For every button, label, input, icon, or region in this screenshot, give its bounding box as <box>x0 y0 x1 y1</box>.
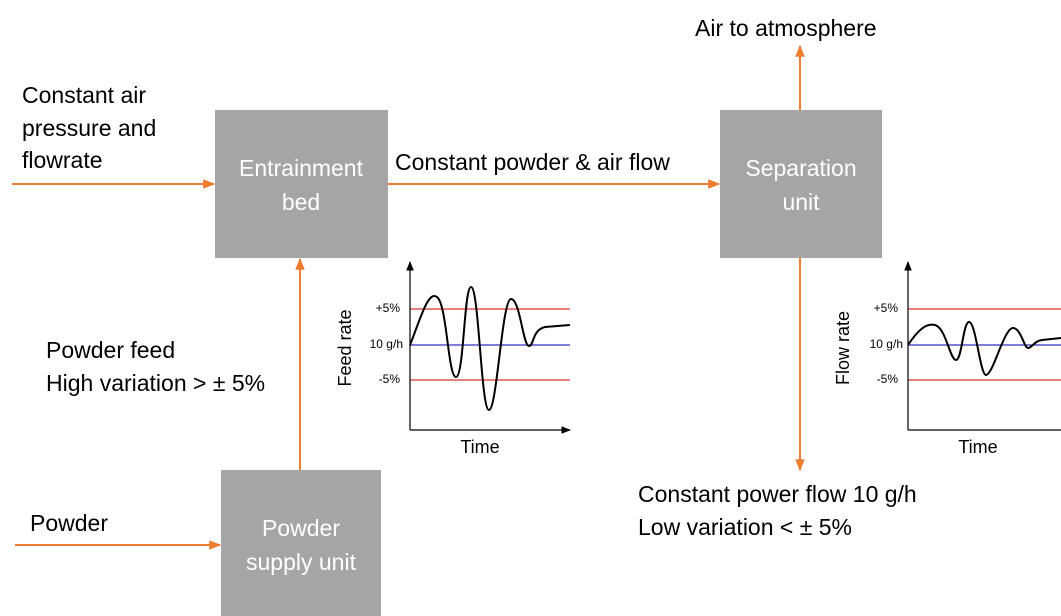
input-label: Constant air <box>22 82 146 108</box>
flow-label: Air to atmosphere <box>695 15 877 41</box>
tick-label: 10 g/h <box>870 337 903 351</box>
node-label: bed <box>282 189 320 215</box>
flow-label: Constant powder & air flow <box>395 149 670 175</box>
node-label: Separation <box>745 155 856 181</box>
tick-label: +5% <box>874 301 899 315</box>
feed-chart: +5% 10 g/h -5% Feed rate Time <box>335 261 571 457</box>
signal-curve <box>409 285 571 412</box>
input-label: pressure and <box>22 115 156 141</box>
node-label: unit <box>782 189 820 215</box>
input-label: Powder <box>30 510 108 536</box>
signal-curve <box>907 320 1061 377</box>
y-axis-label: Feed rate <box>335 309 355 386</box>
node-label: supply unit <box>246 549 357 575</box>
input-label: Powder feed <box>46 337 175 363</box>
tick-label: 10 g/h <box>370 337 403 351</box>
node-label: Powder <box>262 515 340 541</box>
y-axis-label: Flow rate <box>833 311 853 385</box>
tick-label: -5% <box>379 372 401 386</box>
separation-box <box>720 110 882 258</box>
node-label: Entrainment <box>239 155 364 181</box>
tick-label: -5% <box>877 372 899 386</box>
x-axis-label: Time <box>958 437 997 457</box>
x-axis-label: Time <box>460 437 499 457</box>
input-label: flowrate <box>22 147 103 173</box>
tick-label: +5% <box>376 301 401 315</box>
flow-chart: +5% 10 g/h -5% Flow rate Time <box>833 261 1061 457</box>
flow-label: Constant power flow 10 g/h <box>638 481 917 507</box>
input-label: High variation > ± 5% <box>46 370 265 396</box>
flow-label: Low variation < ± 5% <box>638 514 852 540</box>
entrainment-box <box>215 110 388 258</box>
supply-box <box>221 470 381 616</box>
